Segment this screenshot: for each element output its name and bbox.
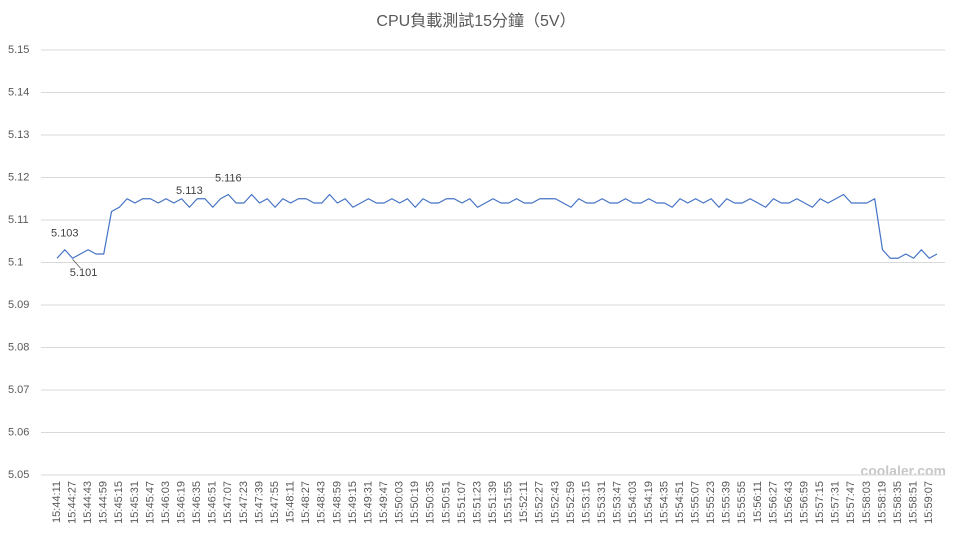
x-tick-label: 15:54:19 bbox=[643, 481, 655, 524]
x-tick-label: 15:45:15 bbox=[113, 481, 125, 524]
data-label: 5.101 bbox=[70, 267, 98, 279]
x-tick-label: 15:51:23 bbox=[471, 481, 483, 524]
x-tick-label: 15:49:47 bbox=[378, 481, 390, 524]
x-tick-label: 15:49:15 bbox=[347, 481, 359, 524]
x-tick-label: 15:52:59 bbox=[565, 481, 577, 524]
x-tick-label: 15:44:11 bbox=[51, 481, 63, 523]
x-tick-label: 15:44:59 bbox=[98, 481, 110, 524]
x-tick-label: 15:58:19 bbox=[876, 481, 888, 524]
data-label: 5.103 bbox=[51, 228, 79, 240]
x-tick-label: 15:57:15 bbox=[814, 481, 826, 524]
x-tick-label: 15:50:35 bbox=[425, 481, 437, 524]
y-tick-label: 5.06 bbox=[8, 426, 29, 438]
x-tick-label: 15:53:47 bbox=[612, 481, 624, 524]
x-tick-label: 15:44:43 bbox=[82, 481, 94, 524]
x-tick-label: 15:47:23 bbox=[238, 481, 250, 524]
x-tick-label: 15:44:27 bbox=[66, 481, 78, 524]
y-tick-label: 5.1 bbox=[8, 256, 23, 268]
x-tick-label: 15:47:07 bbox=[222, 481, 234, 524]
x-tick-label: 15:47:55 bbox=[269, 481, 281, 524]
y-tick-label: 5.11 bbox=[8, 214, 29, 226]
x-tick-label: 15:54:51 bbox=[674, 481, 686, 524]
x-tick-label: 15:58:03 bbox=[861, 481, 873, 524]
x-tick-label: 15:48:59 bbox=[331, 481, 343, 524]
x-tick-label: 15:58:51 bbox=[908, 481, 920, 524]
x-tick-label: 15:53:31 bbox=[596, 481, 608, 524]
x-tick-label: 15:52:11 bbox=[518, 481, 530, 523]
y-tick-label: 5.13 bbox=[8, 129, 29, 141]
x-tick-label: 15:46:35 bbox=[191, 481, 203, 524]
x-tick-label: 15:51:07 bbox=[456, 481, 468, 524]
x-tick-label: 15:55:23 bbox=[705, 481, 717, 524]
x-tick-label: 15:52:43 bbox=[549, 481, 561, 524]
watermark: coolaler.com bbox=[860, 463, 946, 479]
data-label: 5.113 bbox=[176, 185, 203, 197]
x-tick-label: 15:48:27 bbox=[300, 481, 312, 524]
x-tick-label: 15:47:39 bbox=[253, 481, 265, 524]
x-tick-label: 15:51:55 bbox=[503, 481, 515, 524]
x-tick-label: 15:48:43 bbox=[316, 481, 328, 524]
x-tick-label: 15:56:43 bbox=[783, 481, 795, 524]
x-tick-label: 15:55:39 bbox=[721, 481, 733, 524]
x-tick-label: 15:46:51 bbox=[207, 481, 219, 524]
x-tick-label: 15:58:35 bbox=[892, 481, 904, 524]
x-tick-label: 15:50:51 bbox=[440, 481, 452, 524]
x-tick-label: 15:46:19 bbox=[176, 481, 188, 524]
x-tick-label: 15:55:07 bbox=[689, 481, 701, 524]
y-tick-label: 5.09 bbox=[8, 299, 29, 311]
x-tick-label: 15:54:03 bbox=[627, 481, 639, 524]
chart-title: CPU負載測試15分鐘（5V） bbox=[376, 12, 575, 30]
y-tick-label: 5.08 bbox=[8, 341, 29, 353]
x-tick-label: 15:45:31 bbox=[129, 481, 141, 524]
x-tick-label: 15:46:03 bbox=[160, 481, 172, 524]
x-tick-label: 15:53:15 bbox=[580, 481, 592, 524]
x-tick-label: 15:51:39 bbox=[487, 481, 499, 524]
y-tick-label: 5.12 bbox=[8, 171, 29, 183]
y-tick-label: 5.15 bbox=[8, 44, 29, 56]
y-tick-label: 5.07 bbox=[8, 384, 29, 396]
y-tick-label: 5.14 bbox=[8, 86, 29, 98]
x-tick-label: 15:50:03 bbox=[394, 481, 406, 524]
x-tick-label: 15:56:59 bbox=[799, 481, 811, 524]
x-tick-label: 15:59:07 bbox=[923, 481, 935, 524]
label-leader bbox=[72, 258, 81, 269]
x-tick-label: 15:57:47 bbox=[845, 481, 857, 524]
x-tick-label: 15:48:11 bbox=[285, 481, 297, 523]
data-label: 5.116 bbox=[215, 172, 242, 184]
y-tick-label: 5.05 bbox=[8, 469, 29, 481]
x-tick-label: 15:56:11 bbox=[752, 481, 764, 523]
x-tick-label: 15:49:31 bbox=[362, 481, 374, 524]
x-tick-label: 15:50:19 bbox=[409, 481, 421, 524]
x-tick-label: 15:56:27 bbox=[767, 481, 779, 524]
x-tick-label: 15:54:35 bbox=[658, 481, 670, 524]
x-tick-label: 15:57:31 bbox=[830, 481, 842, 524]
x-tick-label: 15:55:55 bbox=[736, 481, 748, 524]
x-tick-label: 15:52:27 bbox=[534, 481, 546, 524]
x-tick-label: 15:45:47 bbox=[144, 481, 156, 524]
series-line bbox=[56, 193, 938, 259]
